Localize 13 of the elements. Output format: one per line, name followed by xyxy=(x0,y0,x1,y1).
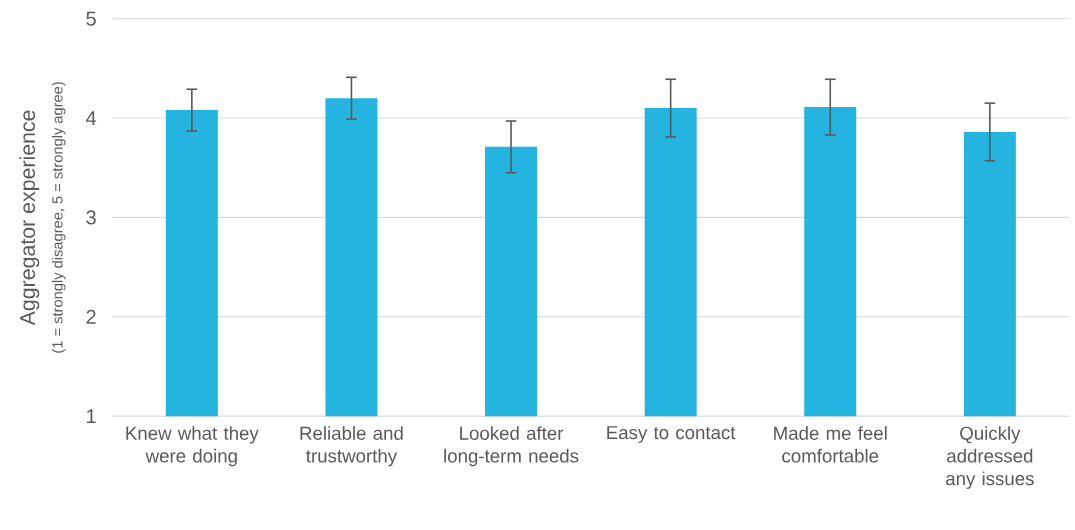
x-tick-label: Looked after long-term needs xyxy=(444,426,579,467)
x-tick-label: Reliable and trustworthy xyxy=(300,426,403,467)
y-tick-label: 5 xyxy=(86,11,96,26)
x-tick-label: Knew what they were doing xyxy=(126,426,259,467)
y-tick-label: 4 xyxy=(85,111,97,126)
y-tick-label: 2 xyxy=(86,310,96,324)
x-tick-label: Easy to contact xyxy=(607,426,736,444)
y-tick-label: 1 xyxy=(87,409,96,424)
text: (1 = strongly disagree, 5 = strongly agree) xyxy=(51,82,66,353)
y-tick-label: 3 xyxy=(86,210,96,225)
y-axis-title: Aggregator experience xyxy=(19,110,40,326)
x-tick-label: Quickly addressed any issues xyxy=(946,426,1034,490)
x-tick-label: Made me feel comfortable xyxy=(774,426,887,463)
